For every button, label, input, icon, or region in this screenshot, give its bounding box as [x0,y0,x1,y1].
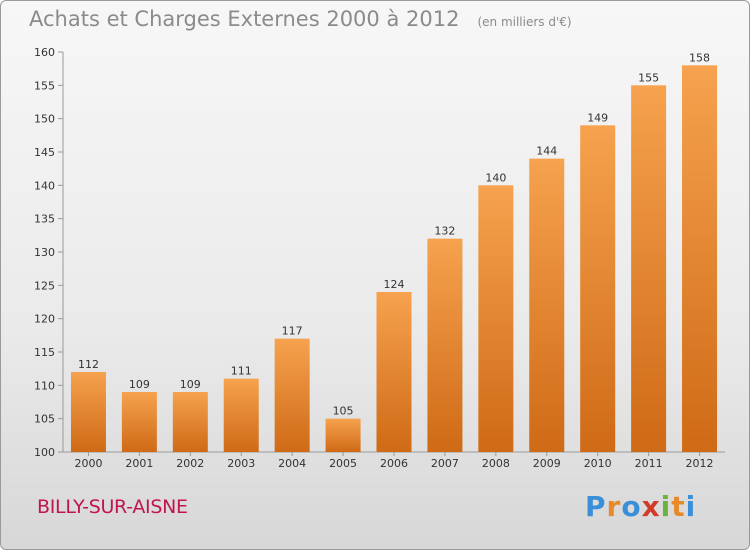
x-tick-label: 2006 [380,457,408,470]
bar [70,372,106,452]
axes: 100 105 110 115 120 125 130 135 140 145 150 155 160 2… [34,46,725,470]
y-tick-label: 160 [34,46,55,59]
proxiti-logo[interactable]: Proxiti [585,490,697,523]
bar-value-label: 155 [638,71,659,84]
y-tick-label: 110 [34,379,55,392]
bar [427,238,463,452]
x-tick-label: 2005 [329,457,357,470]
bar-value-label: 124 [384,278,405,291]
bar-value-label: 144 [536,145,557,158]
x-tick-label: 2008 [482,457,510,470]
y-tick-label: 135 [34,213,55,226]
x-tick-label: 2011 [635,457,663,470]
bar [274,338,310,452]
bar-value-label: 109 [129,378,150,391]
x-tick-label: 2010 [584,457,612,470]
x-tick-label: 2004 [278,457,306,470]
bar-value-label: 105 [333,405,354,418]
y-tick-label: 100 [34,446,55,459]
bar [223,378,259,452]
x-tick-label: 2001 [125,457,153,470]
chart-title: Achats et Charges Externes 2000 à 2012 (e… [29,7,572,31]
bar [682,65,718,452]
bar [631,85,667,452]
bar-value-label: 140 [485,171,506,184]
y-tick-label: 105 [34,413,55,426]
bar [172,392,208,452]
x-tick-label: 2012 [686,457,714,470]
bars: 112 109 109 111 117 105 124 132 140 144 149 155 158 [70,51,718,453]
y-tick-label: 125 [34,279,55,292]
y-tick-label: 115 [34,346,55,359]
bar-value-label: 117 [282,325,303,338]
bar [376,292,412,452]
bar [529,158,565,452]
x-tick-label: 2000 [74,457,102,470]
bar [325,418,361,452]
y-tick-label: 155 [34,79,55,92]
bar-value-label: 132 [434,225,455,238]
y-tick-label: 120 [34,313,55,326]
x-tick-label: 2009 [533,457,561,470]
y-tick-label: 130 [34,246,55,259]
bar-value-label: 109 [180,378,201,391]
x-tick-label: 2003 [227,457,255,470]
y-tick-label: 145 [34,146,55,159]
y-tick-label: 150 [34,113,55,126]
y-tick-label: 140 [34,179,55,192]
x-tick-label: 2002 [176,457,204,470]
title-unit: (en milliers d'€) [477,15,572,29]
bar [121,392,157,452]
commune-name: BILLY-SUR-AISNE [37,496,188,518]
title-text: Achats et Charges Externes 2000 à 2012 [29,7,460,31]
bar-value-label: 149 [587,111,608,124]
x-tick-label: 2007 [431,457,459,470]
bar-value-label: 111 [231,365,252,378]
bar [478,185,514,453]
bar-value-label: 112 [78,358,99,371]
bar [580,125,616,452]
bar-value-label: 158 [689,51,710,64]
